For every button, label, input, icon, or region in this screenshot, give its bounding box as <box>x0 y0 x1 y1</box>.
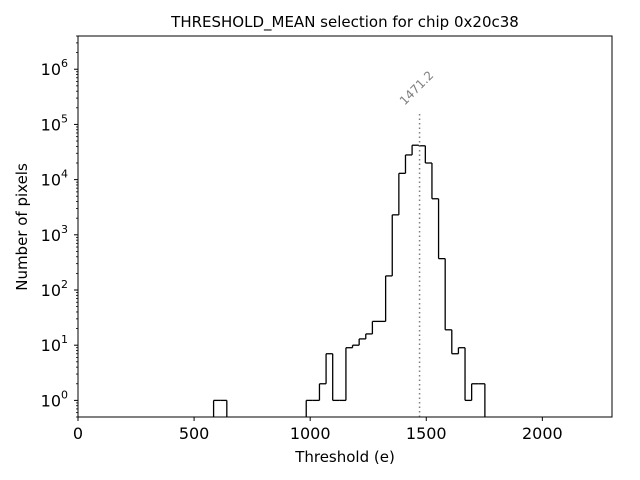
histogram-bin <box>345 347 353 401</box>
y-tick-label: 102 <box>41 278 68 300</box>
x-axis: 0 500 1000 1500 2000 <box>73 417 563 443</box>
y-tick-label: 105 <box>41 112 68 134</box>
histogram-bin <box>457 347 466 354</box>
plot-area <box>212 111 486 417</box>
histogram-bin <box>332 353 340 402</box>
histogram-bin <box>220 399 228 417</box>
histogram-bin <box>411 144 419 155</box>
histogram-bin <box>358 338 366 346</box>
threshold-marker-label: 1471.2 <box>397 68 437 108</box>
y-tick-label: 100 <box>41 388 68 410</box>
x-tick-label: 500 <box>179 424 210 443</box>
x-tick-label: 0 <box>73 424 83 443</box>
histogram-bin <box>451 329 459 355</box>
histogram-bin <box>424 145 432 164</box>
histogram-bin <box>365 333 373 339</box>
histogram-bin <box>404 154 413 174</box>
histogram-bin <box>391 214 399 276</box>
histogram-bin <box>305 399 313 417</box>
histogram-bin <box>384 275 393 322</box>
histogram-bin <box>437 198 446 260</box>
histogram-bin <box>398 172 406 215</box>
histogram-bin <box>318 383 327 401</box>
y-axis-label: Number of pixels <box>13 163 31 291</box>
histogram-bin <box>444 258 452 331</box>
chart-title: THRESHOLD_MEAN selection for chip 0x20c3… <box>170 13 519 32</box>
y-tick-label: 101 <box>41 333 68 355</box>
x-tick-label: 1000 <box>290 424 331 443</box>
y-axis: 100 101 102 103 104 105 106 <box>41 35 78 418</box>
x-axis-label: Threshold (e) <box>294 448 395 466</box>
x-tick-label: 2000 <box>522 424 563 443</box>
histogram-bin <box>351 344 360 348</box>
histogram-bin <box>471 383 479 401</box>
plot-frame <box>77 35 613 418</box>
y-tick-label: 106 <box>41 57 68 79</box>
histogram-bin <box>431 163 439 200</box>
x-tick-label: 1500 <box>406 424 447 443</box>
y-tick-label: 103 <box>41 223 68 245</box>
y-tick-label: 104 <box>41 168 68 190</box>
histogram-bin <box>325 353 333 384</box>
histogram-bin <box>478 383 486 417</box>
histogram-bin <box>371 320 380 334</box>
histogram-bin <box>464 347 472 402</box>
histogram-bin <box>212 399 221 417</box>
